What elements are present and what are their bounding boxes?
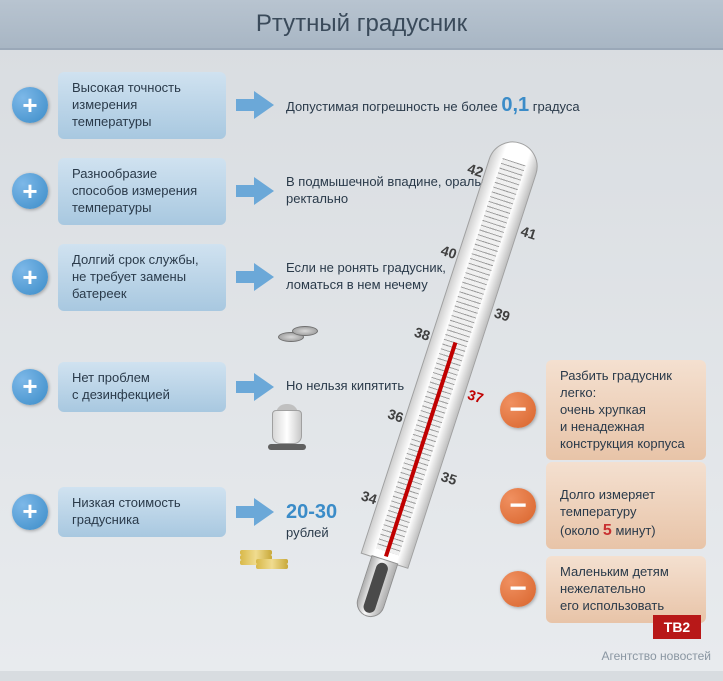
- pro-badge-text: Низкая стоимость градусника: [72, 495, 181, 527]
- page-title: Ртутный градусник: [0, 0, 723, 50]
- pro-badge-3: Долгий срок службы, не требует замены ба…: [58, 244, 226, 311]
- con-badge-2: Долго измеряет температуру (около 5 мину…: [546, 462, 706, 549]
- plus-icon: +: [12, 173, 48, 209]
- scale-tick: 35: [439, 468, 459, 488]
- pro-badge-text: Высокая точность измерения температуры: [72, 80, 181, 129]
- pro-badge-4: Нет проблем с дезинфекцией: [58, 362, 226, 412]
- result-num: 0,1: [501, 94, 529, 116]
- credit-text: Агентство новостей: [602, 649, 711, 663]
- pro-badge-1: Высокая точность измерения температуры: [58, 72, 226, 139]
- pro-badge-text: Разнообразие способов измерения температ…: [72, 166, 197, 215]
- pro-badge-text: Нет проблем с дезинфекцией: [72, 370, 170, 402]
- scale-tick: 41: [519, 223, 539, 243]
- con-num: 5: [603, 522, 612, 539]
- pro-badge-5: Низкая стоимость градусника: [58, 487, 226, 537]
- pro-row-1: + Высокая точность измерения температуры…: [12, 72, 586, 139]
- pro-badge-text: Долгий срок службы, не требует замены ба…: [72, 252, 199, 301]
- scale-tick-red: 37: [466, 386, 486, 406]
- con-badge-3: Маленьким детям нежелательно его использ…: [546, 556, 706, 623]
- arrow-icon: [236, 89, 276, 121]
- con-row-3: − Маленьким детям нежелательно его испол…: [500, 556, 706, 623]
- arrow-icon: [236, 371, 276, 403]
- title-text: Ртутный градусник: [256, 10, 467, 38]
- arrow-icon: [236, 261, 276, 293]
- pro-badge-2: Разнообразие способов измерения температ…: [58, 158, 226, 225]
- result-post: градуса: [529, 99, 579, 114]
- infographic-body: + Высокая точность измерения температуры…: [0, 50, 723, 671]
- logo-text: ТВ2: [664, 619, 690, 635]
- plus-icon: +: [12, 87, 48, 123]
- plus-icon: +: [12, 259, 48, 295]
- channel-logo: ТВ2: [653, 615, 701, 639]
- plus-icon: +: [12, 369, 48, 405]
- arrow-icon: [236, 175, 276, 207]
- con-post: минут): [612, 523, 656, 538]
- plus-icon: +: [12, 494, 48, 530]
- scale-tick: 39: [492, 304, 512, 324]
